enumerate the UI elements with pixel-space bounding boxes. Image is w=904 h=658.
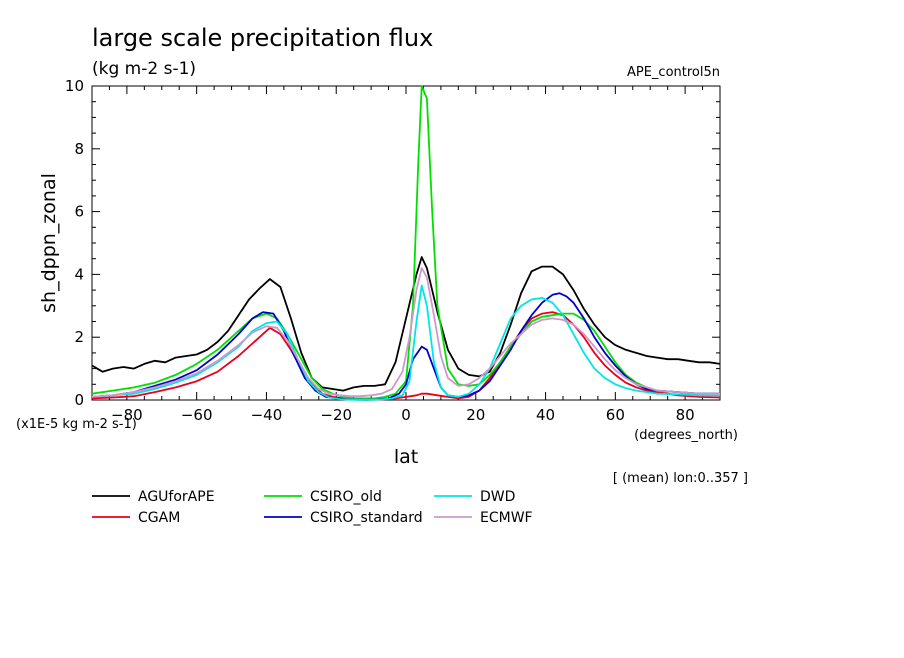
x-tick-label: 20: [466, 406, 485, 424]
series-line-csiro-old: [91, 85, 720, 400]
y-axis-label: sh_dppn_zonal: [38, 173, 60, 313]
experiment-label: APE_control5n: [627, 65, 720, 80]
x-tick-label: 60: [606, 406, 625, 424]
legend-label: CSIRO_old: [310, 489, 382, 505]
y-tick-label: 2: [74, 328, 84, 346]
chart-units: (kg m-2 s-1): [92, 59, 196, 79]
x-tick-label: −60: [181, 406, 213, 424]
series-lines: [91, 85, 721, 401]
series-line-csiro-standard: [91, 292, 720, 401]
y-tick-label: 10: [65, 77, 84, 95]
legend-label: CGAM: [138, 510, 180, 526]
x-tick-label: −80: [111, 406, 143, 424]
legend: AGUforAPE CGAM CSIRO_old CSIRO_standard DWD E…: [92, 489, 533, 526]
legend-label: DWD: [480, 489, 515, 505]
x-tick-label: −20: [320, 406, 352, 424]
chart-title: large scale precipitation flux: [92, 24, 433, 52]
x-tick-label: 80: [676, 406, 695, 424]
axis-tick-labels: 0 2 4 6 8 10 −80 −60 −40 −20 0 20 40 60 80: [65, 77, 695, 424]
y-tick-label: 4: [74, 265, 84, 283]
legend-label: ECMWF: [480, 510, 533, 526]
x-tick-label: −40: [251, 406, 283, 424]
y-tick-label: 0: [74, 391, 84, 409]
series-line-aguforape: [91, 256, 721, 392]
series-line-ecmwf: [91, 267, 720, 398]
y-tick-label: 8: [74, 140, 84, 158]
x-tick-label: 0: [401, 406, 411, 424]
series-line-dwd: [91, 284, 720, 401]
x-axis-label: lat: [394, 446, 418, 468]
y-tick-label: 6: [74, 203, 84, 221]
x-units-label: (degrees_north): [634, 428, 738, 443]
legend-label: CSIRO_standard: [310, 510, 423, 526]
y-scale-label: (x1E-5 kg m-2 s-1): [16, 417, 137, 432]
x-tick-label: 40: [536, 406, 555, 424]
legend-label: AGUforAPE: [138, 489, 215, 505]
series-line-cgam: [91, 311, 721, 401]
averaging-note: [ (mean) lon:0..357 ]: [613, 471, 748, 486]
